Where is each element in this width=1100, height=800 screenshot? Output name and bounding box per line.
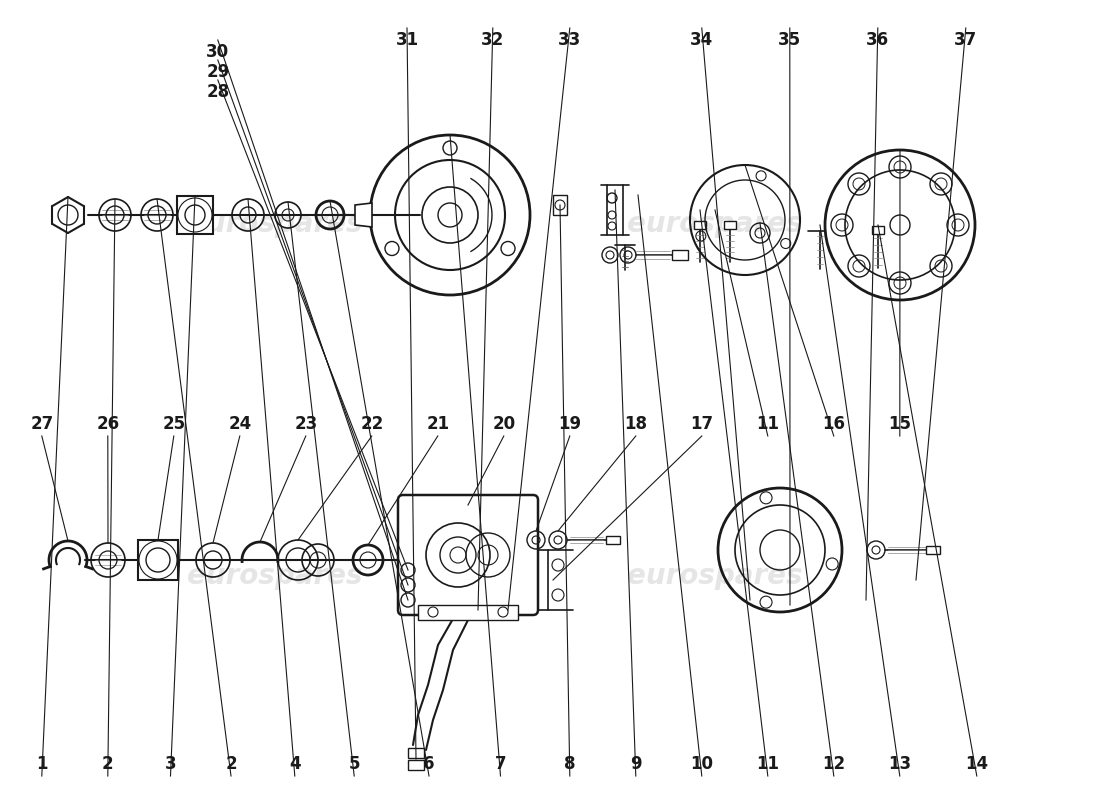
Text: 28: 28 — [206, 83, 230, 101]
Bar — [408, 760, 424, 770]
Text: 11: 11 — [757, 755, 779, 773]
Text: 1: 1 — [36, 755, 47, 773]
Text: 27: 27 — [30, 415, 54, 433]
Text: 7: 7 — [495, 755, 506, 773]
Text: 2: 2 — [102, 755, 113, 773]
Text: 6: 6 — [424, 755, 434, 773]
Bar — [606, 536, 620, 544]
Text: 14: 14 — [965, 755, 989, 773]
Text: 2: 2 — [226, 755, 236, 773]
Bar — [724, 221, 736, 229]
Text: 37: 37 — [954, 31, 978, 49]
Text: 17: 17 — [690, 415, 714, 433]
Text: 12: 12 — [822, 755, 846, 773]
Text: 35: 35 — [778, 31, 802, 49]
Text: 36: 36 — [866, 31, 890, 49]
Text: 11: 11 — [757, 415, 779, 433]
FancyBboxPatch shape — [398, 495, 538, 615]
Text: eurospares: eurospares — [187, 210, 363, 238]
Bar — [177, 196, 213, 234]
Text: eurospares: eurospares — [627, 210, 803, 238]
Text: 20: 20 — [492, 415, 516, 433]
Polygon shape — [355, 203, 372, 227]
Bar — [418, 605, 518, 620]
Text: 24: 24 — [228, 415, 252, 433]
Text: 22: 22 — [360, 415, 384, 433]
Text: 8: 8 — [564, 755, 575, 773]
Text: 3: 3 — [165, 755, 176, 773]
Text: 26: 26 — [96, 415, 120, 433]
Text: eurospares: eurospares — [187, 562, 363, 590]
Text: eurospares: eurospares — [627, 562, 803, 590]
Text: 13: 13 — [888, 755, 912, 773]
Text: 32: 32 — [481, 31, 505, 49]
Bar — [694, 221, 706, 229]
Text: 16: 16 — [823, 415, 845, 433]
Text: 15: 15 — [889, 415, 911, 433]
Text: 23: 23 — [294, 415, 318, 433]
Text: 25: 25 — [162, 415, 186, 433]
Bar — [408, 748, 424, 758]
Bar — [672, 250, 688, 260]
Text: 5: 5 — [349, 755, 360, 773]
Text: 4: 4 — [289, 755, 300, 773]
Text: 10: 10 — [691, 755, 713, 773]
Bar — [926, 546, 940, 554]
Text: 34: 34 — [690, 31, 714, 49]
Text: 33: 33 — [558, 31, 582, 49]
Text: 9: 9 — [630, 755, 641, 773]
Text: 31: 31 — [395, 31, 419, 49]
Text: 29: 29 — [206, 63, 230, 81]
Bar — [553, 195, 566, 215]
Text: 30: 30 — [206, 43, 230, 61]
Text: 18: 18 — [625, 415, 647, 433]
Bar — [872, 226, 884, 234]
Text: 21: 21 — [426, 415, 450, 433]
Bar — [138, 540, 178, 580]
Text: 19: 19 — [558, 415, 582, 433]
